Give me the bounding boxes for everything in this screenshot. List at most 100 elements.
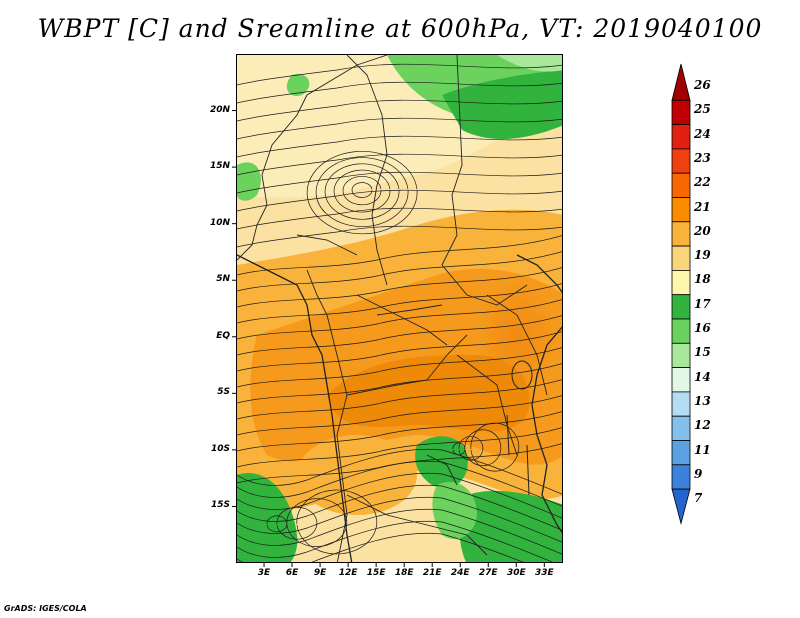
colorbar-label: 19 [694,248,711,263]
lon-tick-label: 27E [478,568,498,578]
colorbar-label: 7 [694,491,703,506]
streamline [237,315,562,356]
lon-tick-label: 24E [450,568,470,578]
colorbar-label: 26 [694,78,711,92]
lon-tick-label: 3E [257,568,271,578]
colorbar-label: 24 [694,126,711,141]
colorbar-swatch [671,318,691,344]
colorbar-swatch [671,440,691,466]
colorbar-label: 16 [694,321,711,335]
colorbar-swatch [671,221,691,247]
streamline [237,225,562,248]
streamlines [237,63,562,562]
streamline [237,532,524,562]
streamline [237,283,562,324]
streamline [237,99,562,122]
streamline [237,484,562,531]
colorbar-label: 9 [694,466,703,481]
colorbar-label: 23 [694,150,711,165]
colorbar-label: 17 [694,296,711,311]
streamline [351,182,373,198]
lon-tick-label: 18E [394,568,414,578]
streamline [237,363,562,404]
streamline [237,448,562,495]
colorbar-swatch [671,415,691,441]
colorbar-label: 14 [694,369,711,384]
colorbar-label: 15 [694,345,711,360]
streamline [237,299,562,340]
streamline [237,251,562,292]
streamline [306,151,418,235]
colorbar-label: 11 [694,442,711,457]
streamline [324,163,400,220]
colorbar-swatch [671,124,691,150]
lon-tick-label: 15E [366,568,386,578]
lon-tick-label: 6E [285,568,299,578]
lat-tick-label: 20N [209,104,230,115]
lon-tick-label: 33E [534,568,554,578]
colorbar-swatch [671,245,691,271]
country-borders [237,55,548,562]
footer-credit: GrADS: IGES/COLA [4,604,87,613]
lat-tick-label: 15N [209,161,230,172]
streamline [464,429,502,467]
lat-tick-label: 5S [217,387,230,398]
colorbar-label: 22 [694,175,711,190]
colorbar-swatch [671,342,691,368]
field-warm-south [297,435,417,515]
colorbar-label: 21 [694,199,711,214]
field-patch-green-west [237,162,261,201]
colorbar-label: 12 [694,418,711,433]
streamline [276,506,318,540]
colorbar-label: 25 [694,102,711,117]
streamline [237,520,554,562]
streamline [296,489,378,555]
colorbar-swatch [671,269,691,296]
streamline [237,395,562,436]
colorbar-swatch [671,148,691,174]
lon-tick-label: 30E [506,568,526,578]
plot-title: WBPT [C] and Sreamline at 600hPa, VT: 20… [37,14,763,43]
lat-tick-label: 10N [209,217,230,228]
field-warm-core-east [477,280,557,390]
colorbar-swatch [671,488,691,525]
streamline [286,498,348,547]
streamline [237,496,562,543]
colorbar-label: 20 [694,223,711,238]
lat-tick-label: 10S [210,443,230,454]
field-band-16-south [432,481,477,539]
coastline [237,254,562,562]
streamline [237,411,562,452]
colorbar-swatch [671,294,691,320]
streamline [237,347,562,388]
lon-tick-label: 9E [313,568,327,578]
field-patch-green-nw [286,74,310,96]
streamline [458,435,484,461]
streamline [333,169,391,213]
streamline [237,267,562,308]
streamline [237,235,562,276]
streamline [237,171,562,194]
streamline [237,135,562,158]
colorbar-swatch [671,367,691,393]
lat-tick-label: 5N [216,274,230,285]
colorbar [671,63,691,525]
colorbar-label: 18 [694,272,711,287]
colorbar-swatch [671,197,691,223]
colorbar-label: 13 [694,393,711,408]
field-band-22 [327,355,530,432]
colorbar-swatch [671,391,691,417]
field-band-17-southeast [459,490,562,562]
streamline [237,331,562,372]
streamline [237,117,562,140]
lat-tick-label: EQ [216,330,230,341]
map-panel [236,54,563,563]
streamline [237,153,562,176]
colorbar-swatch [671,99,691,126]
streamline [237,379,562,420]
lat-tick-label: 15S [210,500,230,511]
map-canvas [237,55,562,562]
lon-tick-label: 12E [338,568,358,578]
streamline [470,422,520,472]
lon-tick-label: 21E [422,568,442,578]
